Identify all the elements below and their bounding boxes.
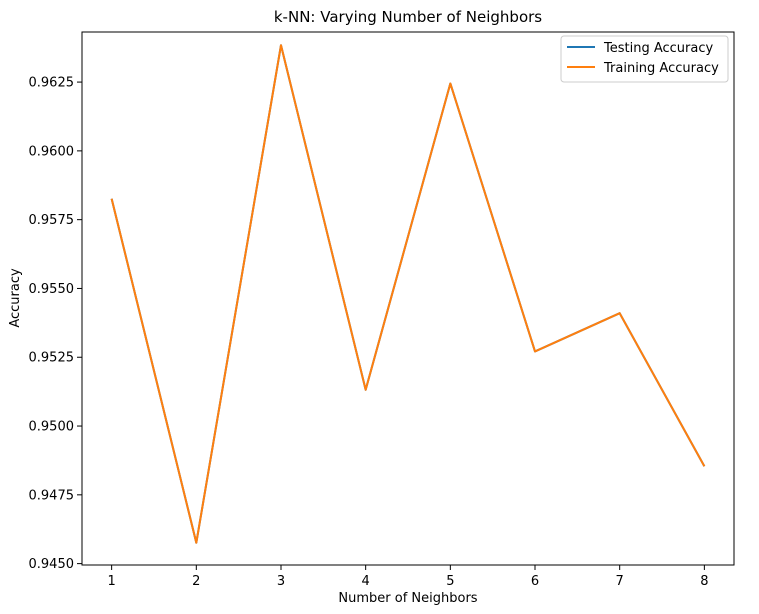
legend-label-training: Training Accuracy (603, 61, 719, 76)
x-axis: 1 2 3 4 5 6 7 8 (107, 565, 709, 589)
chart-title: k-NN: Varying Number of Neighbors (274, 8, 542, 26)
legend-label-testing: Testing Accuracy (603, 41, 713, 56)
y-tick-label: 0.9550 (29, 282, 75, 297)
x-tick-label: 5 (446, 574, 454, 589)
x-tick-label: 6 (531, 574, 539, 589)
y-tick-label: 0.9450 (29, 557, 75, 572)
y-tick-label: 0.9475 (29, 488, 75, 503)
legend-box (560, 35, 729, 83)
y-tick-label: 0.9525 (29, 351, 75, 366)
x-tick-label: 3 (277, 574, 285, 589)
legend: Testing Accuracy Training Accuracy (560, 35, 729, 83)
series-lines (110, 44, 706, 544)
x-tick-label: 4 (362, 574, 370, 589)
x-tick-label: 2 (192, 574, 200, 589)
y-tick-label: 0.9500 (29, 420, 75, 435)
y-tick-label: 0.9625 (29, 76, 75, 91)
y-axis: 0.9450 0.9475 0.9500 0.9525 0.9550 0.9575 0.96… (29, 76, 82, 572)
x-tick-label: 1 (107, 574, 115, 589)
y-tick-label: 0.9575 (29, 213, 75, 228)
x-axis-label: Number of Neighbors (338, 591, 477, 606)
y-axis-label: Accuracy (8, 268, 23, 328)
x-tick-label: 8 (700, 574, 708, 589)
series-line-training (110, 44, 706, 544)
y-tick-label: 0.9600 (29, 144, 75, 159)
plot-area (81, 31, 735, 566)
x-tick-label: 7 (616, 574, 624, 589)
